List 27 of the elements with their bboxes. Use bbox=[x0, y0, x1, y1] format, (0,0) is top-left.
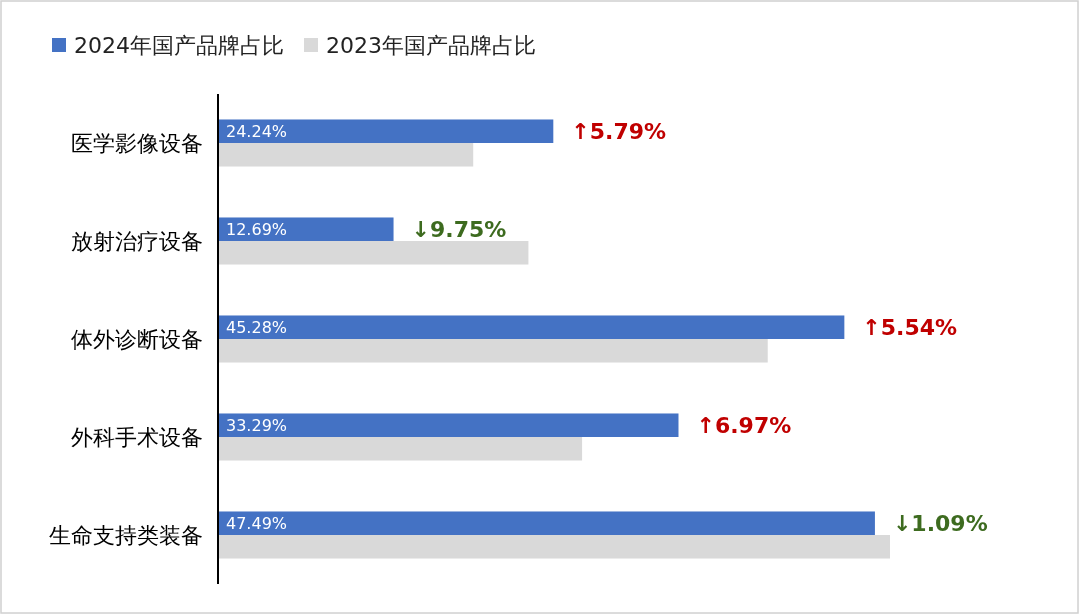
y-tick-label: 医学影像设备 bbox=[71, 130, 203, 156]
bar bbox=[218, 119, 554, 143]
annotation: ↓9.75% bbox=[411, 216, 507, 242]
bar bbox=[218, 339, 768, 363]
bar bbox=[218, 437, 583, 461]
legend-label: 2023年国产品牌占比 bbox=[326, 32, 536, 58]
bar bbox=[218, 217, 394, 241]
y-tick-label: 生命支持类装备 bbox=[49, 522, 203, 548]
y-tick-label: 放射治疗设备 bbox=[71, 228, 203, 254]
data-label: 12.69% bbox=[226, 219, 288, 239]
annotation: ↑6.97% bbox=[696, 412, 792, 438]
data-label: 24.24% bbox=[226, 121, 288, 141]
bar bbox=[218, 511, 875, 535]
y-tick-label: 体外诊断设备 bbox=[71, 326, 203, 352]
annotation: ↑5.79% bbox=[571, 118, 667, 144]
bar bbox=[218, 535, 890, 559]
bar bbox=[218, 241, 529, 265]
annotation: ↓1.09% bbox=[892, 510, 988, 536]
legend-label: 2024年国产品牌占比 bbox=[74, 32, 284, 58]
data-label: 33.29% bbox=[226, 415, 288, 435]
data-label: 45.28% bbox=[226, 317, 288, 337]
bar bbox=[218, 143, 474, 167]
y-tick-label: 外科手术设备 bbox=[71, 424, 203, 450]
annotation: ↑5.54% bbox=[862, 314, 958, 340]
data-label: 47.49% bbox=[226, 513, 288, 533]
bar bbox=[218, 413, 679, 437]
bar bbox=[218, 315, 845, 339]
